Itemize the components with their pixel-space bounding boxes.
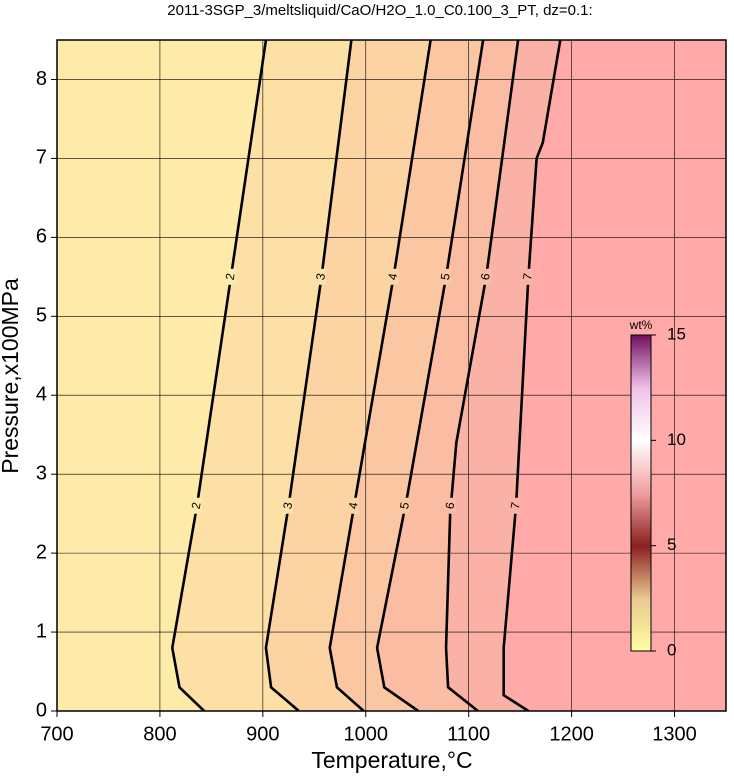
y-tick-label: 1 [36,620,47,642]
y-tick-label: 5 [36,305,47,327]
contour-label-bg [225,268,236,285]
contour-band [503,40,726,711]
contour-label: 3 [313,272,328,281]
y-tick-label: 2 [36,541,47,563]
contour-label: 6 [478,272,493,281]
contour-label-bg [441,268,452,285]
plot-area: 2 2 3 3 4 4 5 5 6 6 7 7 [57,40,726,711]
plot-frame [56,39,727,712]
contour-label-bg [445,497,456,514]
y-axis-label: Pressure,x100MPa [0,278,23,474]
y-tick-label: 6 [36,226,47,248]
colorbar-label: wt% [629,318,653,332]
contour-label: 2 [223,272,238,281]
y-tick-label: 7 [36,147,47,169]
contour-label: 7 [520,272,535,281]
contour-label-bg [349,497,360,514]
contour-band [265,40,431,711]
contour-label-bg [191,497,202,514]
colorbar-tick-label: 5 [667,535,676,554]
contour-label: 4 [346,501,361,510]
x-tick-label: 1300 [652,723,697,745]
chart-title: 2011-3SGP_3/meltsliquid/CaO/H2O_1.0_C0.1… [167,2,592,19]
contour-label-bg [316,268,327,285]
contour-band [172,40,352,711]
y-tick-label: 4 [36,384,47,406]
contour-label-bg [523,268,534,285]
contour-label: 4 [385,272,400,281]
colorbar-tick-label: 10 [667,430,686,449]
colorbar [630,334,652,652]
x-axis-label: Temperature,°C [311,747,472,773]
colorbar-tick-label: 15 [667,324,686,343]
contour-label: 3 [280,501,295,510]
contour-label: 6 [443,501,458,510]
contour-line [502,40,562,711]
y-tick-label: 3 [36,462,47,484]
x-tick-label: 1100 [447,723,490,745]
contour-label: 5 [397,501,412,510]
contour-band [57,40,266,711]
contour-band [329,40,484,711]
colorbar-tick-label: 0 [667,640,676,659]
contour-label-bg [283,497,294,514]
contour-label-bg [511,497,522,514]
x-tick-label: 1000 [344,723,389,745]
overlay: 700 800 900 1000 1100 1200 1300 0 1 2 3 4 5 6 7 8 wt% 0 5 1… [36,39,727,745]
contour-label: 2 [189,501,204,510]
contour-label: 7 [508,501,523,510]
y-tick-label: 0 [36,699,47,721]
contour-band [377,40,519,711]
contour-label-bg [481,268,492,285]
contour-band [446,40,561,711]
contour-label-bg [400,497,411,514]
contour-label: 5 [438,272,453,281]
x-tick-label: 1200 [549,723,594,745]
x-tick-label: 700 [40,723,73,745]
y-tick-label: 8 [36,68,47,90]
x-tick-label: 900 [246,723,279,745]
x-tick-label: 800 [143,723,176,745]
contour-label-bg [388,268,399,285]
